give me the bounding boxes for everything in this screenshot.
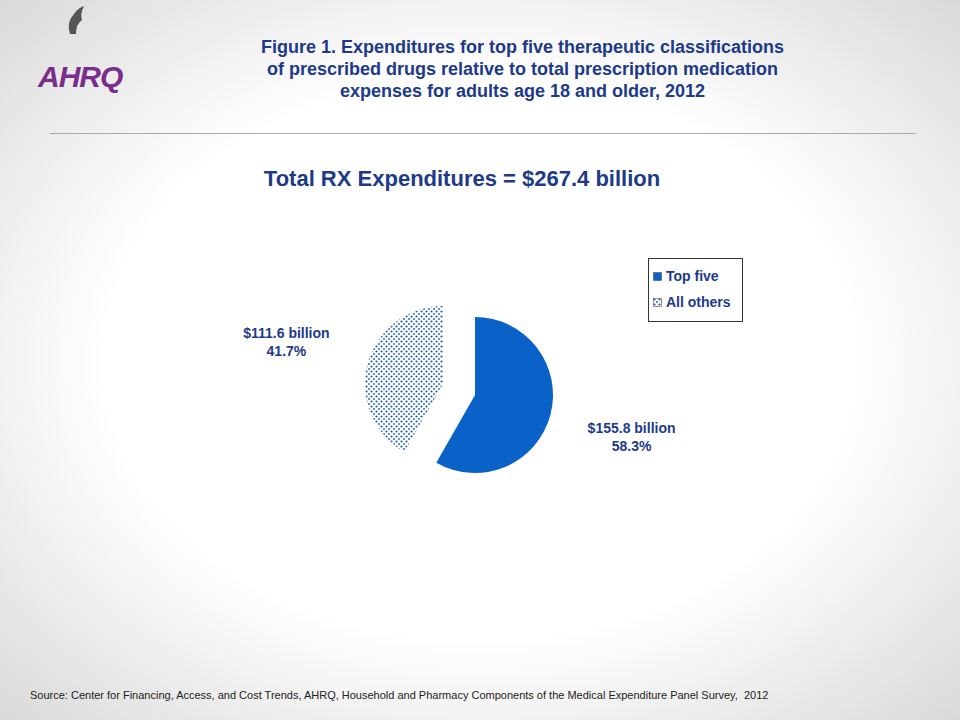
html-text:Top five: Top five <box>666 268 719 284</box>
svg-text:$155.8 billion58.3%: $155.8 billion58.3% <box>588 420 676 454</box>
html-text:Total RX Expenditures = $267.4: Total RX Expenditures = $267.4 billion <box>263 166 661 191</box>
html-text:Figure 1. Expenditures for top: Figure 1. Expenditures for top five ther… <box>260 37 785 101</box>
svg-text:$111.6 billion41.7%: $111.6 billion41.7% <box>243 325 329 359</box>
html-text:AHRQ: AHRQ <box>38 60 123 93</box>
html-text:Source: Center for Financing,: Source: Center for Financing, Access, an… <box>30 689 769 701</box>
html-text:All others: All others <box>666 294 731 310</box>
